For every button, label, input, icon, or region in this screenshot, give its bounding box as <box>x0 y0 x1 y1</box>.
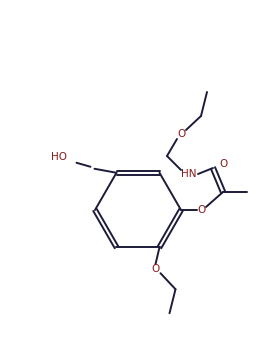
Text: O: O <box>197 205 205 215</box>
Text: O: O <box>219 159 227 169</box>
Text: O: O <box>177 129 185 139</box>
Text: HN: HN <box>181 169 197 179</box>
Text: O: O <box>151 264 160 274</box>
Text: HO: HO <box>50 152 67 162</box>
